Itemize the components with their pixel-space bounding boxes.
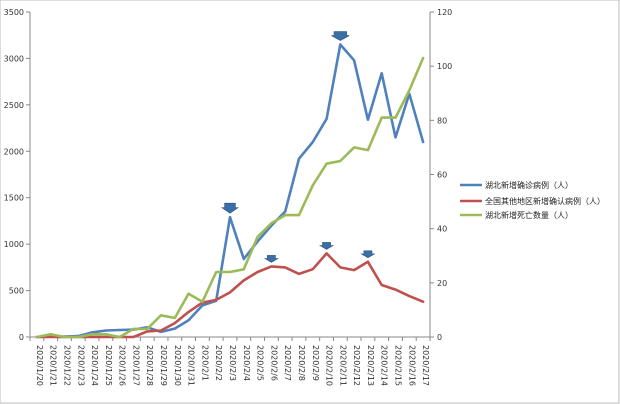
x-tick-label: 2020/2/17 [421, 345, 430, 386]
y-tick-label-left: 0 [19, 333, 24, 342]
x-tick-label: 2020/1/30 [173, 345, 182, 386]
x-tick-label: 2020/2/15 [394, 345, 403, 386]
x-tick-label: 2020/2/8 [297, 345, 306, 381]
x-tick-label: 2020/2/3 [228, 345, 237, 381]
legend-label-2: 全国其他地区新增确认病例（人） [485, 196, 605, 206]
x-tick-label: 2020/1/24 [90, 345, 99, 386]
x-tick-label: 2020/1/20 [35, 345, 44, 386]
series-line-3 [35, 56, 425, 339]
y-tick-label-right: 60 [437, 171, 447, 180]
y-tick-label-left: 500 [9, 287, 24, 296]
y-tick-label-right: 100 [437, 62, 452, 71]
arrow-marker-icon [263, 255, 279, 263]
x-tick-label: 2020/1/26 [118, 345, 127, 386]
x-tick-label: 2020/2/14 [380, 345, 389, 386]
y-tick-label-left: 3500 [4, 8, 24, 17]
arrow-marker-icon [318, 242, 335, 250]
x-tick-label: 2020/2/10 [325, 345, 334, 386]
x-tick-label: 2020/2/4 [242, 345, 251, 381]
arrow-marker-icon [360, 250, 376, 259]
y-tick-label-left: 3000 [4, 54, 24, 63]
y-tick-label-left: 1000 [4, 240, 24, 249]
x-tick-label: 2020/2/12 [352, 345, 361, 386]
x-tick-label: 2020/1/27 [131, 345, 140, 386]
x-tick-label: 2020/2/16 [407, 345, 416, 386]
axes: 0 500 1000 1500 2000 2500 3000 3500 0 20 40 60 80 100… [4, 8, 453, 342]
arrow-marker-icon [221, 202, 239, 214]
series-lines [35, 43, 425, 339]
x-tick-label: 2020/1/31 [187, 345, 196, 386]
y-tick-label-left: 2500 [4, 101, 24, 110]
legend: 湖北新增确诊病例（人） 全国其他地区新增确认病例（人） 湖北新增死亡数量（人） [460, 180, 605, 220]
x-tick-labels: 2020/1/20 2020/1/21 2020/1/22 2020/1/23 2020… [35, 345, 430, 386]
y-tick-label-right: 40 [437, 225, 447, 234]
series-line-1 [35, 43, 425, 339]
x-tick-label: 2020/2/1 [200, 345, 209, 381]
y-tick-label-right: 80 [437, 116, 447, 125]
arrow-marker-icon [331, 31, 350, 41]
x-tick-label: 2020/2/5 [256, 345, 265, 381]
y-tick-label-left: 2000 [4, 147, 24, 156]
y-tick-label-right: 20 [437, 279, 447, 288]
x-tick-label: 2020/2/9 [311, 345, 320, 381]
x-tick-label: 2020/2/7 [283, 345, 292, 381]
x-tick-label: 2020/2/2 [214, 345, 223, 381]
legend-label-1: 湖北新增确诊病例（人） [485, 180, 573, 190]
y-tick-label-right: 0 [437, 333, 442, 342]
x-tick-label: 2020/1/21 [49, 345, 58, 386]
x-tick-label: 2020/1/23 [76, 345, 85, 386]
x-tick-label: 2020/1/29 [159, 345, 168, 386]
x-tick-label: 2020/2/6 [269, 345, 278, 381]
y-tick-label-left: 1500 [4, 194, 24, 203]
arrow-markers [221, 31, 376, 263]
x-tick-label: 2020/2/13 [366, 345, 375, 386]
x-tick-label: 2020/1/25 [104, 345, 113, 386]
x-tick-label: 2020/1/22 [62, 345, 71, 386]
x-tick-label: 2020/2/11 [338, 345, 347, 386]
series-line-2 [35, 252, 425, 339]
legend-label-3: 湖北新增死亡数量（人） [485, 210, 573, 220]
x-tick-label: 2020/1/28 [145, 345, 154, 386]
y-tick-label-right: 120 [437, 8, 452, 17]
